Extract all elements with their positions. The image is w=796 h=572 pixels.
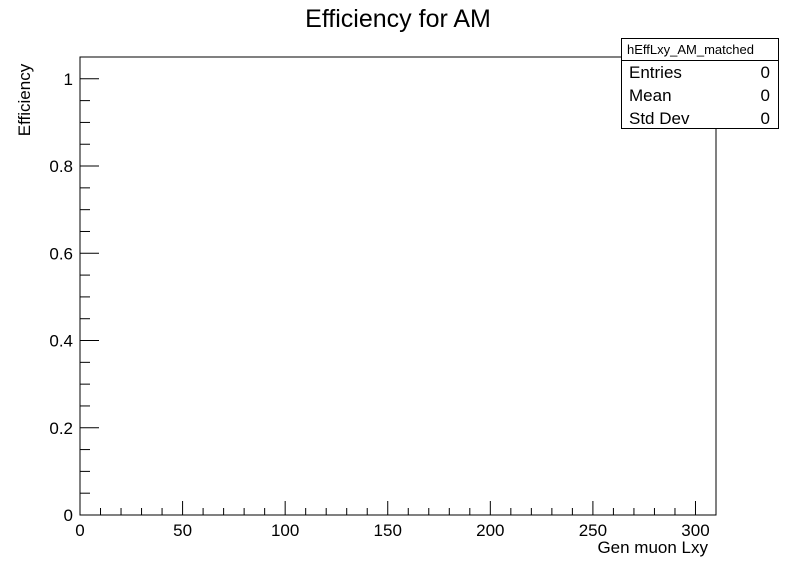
x-tick-label: 250	[579, 521, 607, 540]
stats-stddev-label: Std Dev	[629, 109, 690, 128]
x-tick-label: 150	[374, 521, 402, 540]
x-tick-label: 100	[271, 521, 299, 540]
x-axis-label: Gen muon Lxy	[597, 538, 708, 557]
stats-entries-label: Entries	[629, 63, 682, 82]
y-tick-label: 1	[64, 70, 73, 89]
chart-title: Efficiency for AM	[305, 5, 491, 33]
y-tick-label: 0.2	[49, 419, 73, 438]
y-tick-label: 0.6	[49, 244, 73, 263]
y-tick-label: 0	[64, 506, 73, 525]
x-tick-label: 0	[75, 521, 84, 540]
stats-row-stddev: Std Dev 0	[622, 107, 778, 130]
stats-mean-value: 0	[760, 86, 770, 105]
stats-stddev-value: 0	[760, 109, 770, 128]
y-tick-label: 0.8	[49, 157, 73, 176]
x-tick-label: 300	[681, 521, 709, 540]
stats-row-entries: Entries 0	[622, 61, 778, 84]
plot-frame	[79, 56, 717, 516]
y-axis-label: Efficiency	[15, 63, 34, 137]
x-tick-label: 50	[173, 521, 192, 540]
stats-mean-label: Mean	[629, 86, 672, 105]
stats-row-mean: Mean 0	[622, 84, 778, 107]
stats-entries-value: 0	[760, 63, 770, 82]
stats-box: hEffLxy_AM_matched Entries 0 Mean 0 Std …	[621, 38, 779, 129]
stats-histogram-name: hEffLxy_AM_matched	[622, 39, 778, 61]
y-tick-label: 0.4	[49, 332, 73, 351]
x-tick-label: 200	[476, 521, 504, 540]
